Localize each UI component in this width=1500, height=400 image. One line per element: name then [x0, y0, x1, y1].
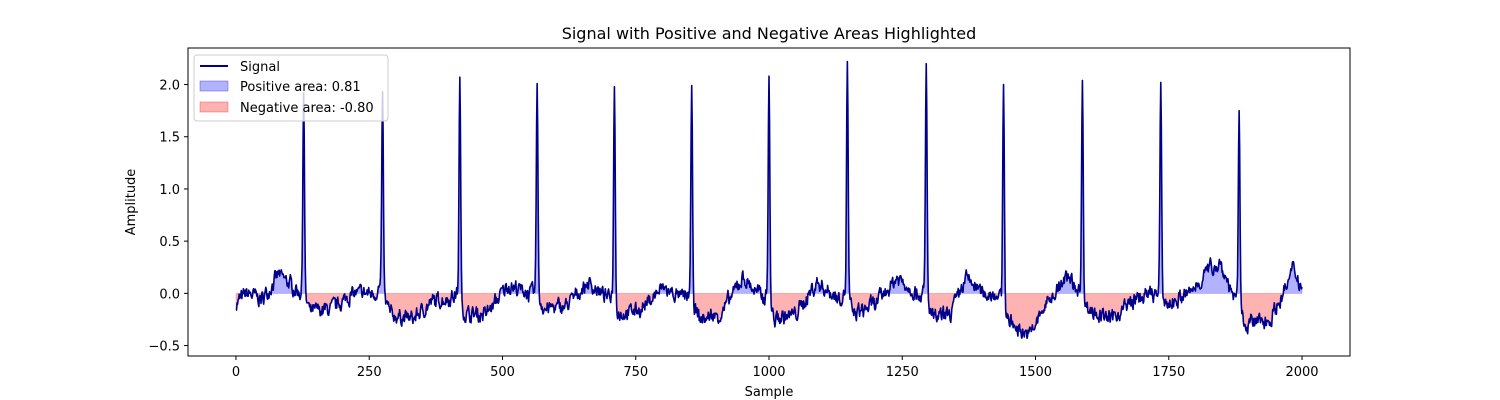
legend: Signal Positive area: 0.81 Negative area…	[193, 54, 389, 122]
x-tick-label: 0	[232, 365, 240, 380]
y-tick-label: 1.5	[159, 131, 180, 146]
x-axis: 0 250 500 750 1000 1250 1500 1750 2000	[232, 356, 1319, 380]
y-tick-label: 2.0	[159, 79, 180, 94]
y-tick-label: 0.0	[159, 287, 180, 302]
y-tick-label: −0.5	[148, 340, 180, 355]
negative-area-144	[770, 293, 809, 327]
plot-area	[235, 60, 1303, 340]
signal-line	[235, 60, 1303, 340]
x-tick-label: 500	[490, 365, 515, 380]
x-tick-label: 750	[623, 365, 648, 380]
y-tick-label: 0.5	[159, 235, 180, 250]
legend-box	[193, 54, 389, 122]
legend-label-signal: Signal	[240, 60, 280, 75]
x-tick-label: 1000	[752, 365, 785, 380]
chart-title: Signal with Positive and Negative Areas …	[562, 24, 977, 43]
legend-label-positive: Positive area: 0.81	[240, 80, 361, 95]
x-tick-label: 1750	[1152, 365, 1185, 380]
y-axis-title: Amplitude	[124, 169, 139, 236]
x-tick-label: 1250	[886, 365, 919, 380]
y-tick-label: 1.0	[159, 183, 180, 198]
x-tick-label: 1500	[1019, 365, 1052, 380]
y-axis: −0.5 0.0 0.5 1.0 1.5 2.0	[148, 79, 188, 355]
x-tick-label: 2000	[1285, 365, 1318, 380]
legend-swatch-positive	[199, 80, 229, 92]
legend-swatch-negative	[199, 101, 229, 113]
x-axis-title: Sample	[745, 385, 794, 400]
legend-label-negative: Negative area: -0.80	[240, 101, 374, 116]
x-tick-label: 250	[357, 365, 382, 380]
